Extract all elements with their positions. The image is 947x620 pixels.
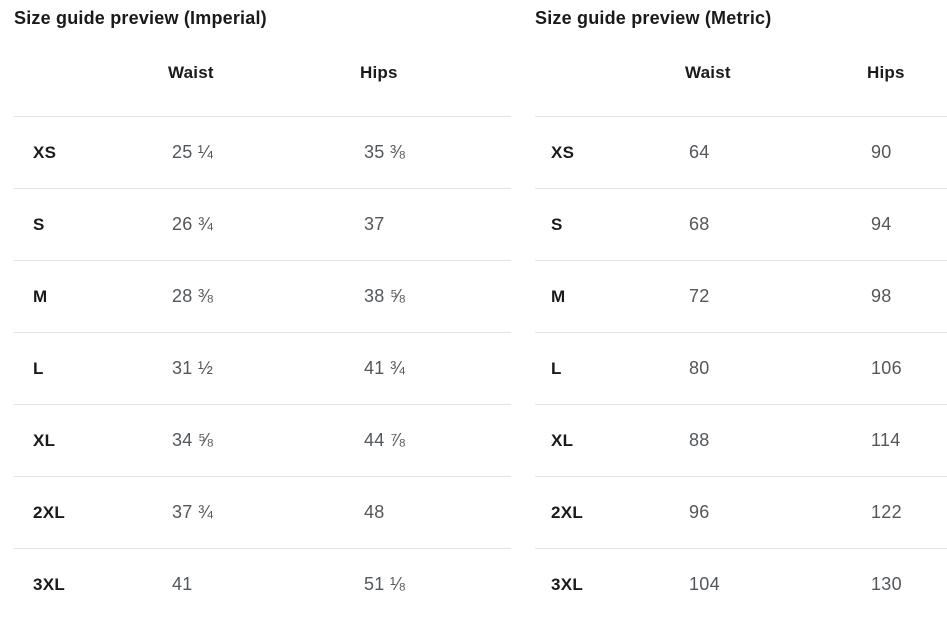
table-body: XS 64 90 S 68 94 M 72 98 L 80 106 XL 88 114 2XL 96 122 3XL…: [535, 116, 947, 620]
size-label: M: [33, 286, 48, 306]
size-guide-metric: Size guide preview (Metric) Waist Hips X…: [535, 0, 947, 620]
table-row: S 68 94: [535, 188, 947, 260]
table-row: 2XL 37 ¾ 48: [14, 476, 511, 548]
table-row: 3XL 104 130: [535, 548, 947, 620]
hips-value: 130: [871, 574, 902, 594]
hips-value: 90: [871, 142, 892, 162]
size-label: XL: [551, 430, 574, 450]
hips-value: 37: [364, 214, 385, 234]
hips-value: 41 ¾: [364, 358, 406, 378]
size-label: S: [33, 214, 45, 234]
waist-value: 37 ¾: [172, 502, 214, 522]
size-label: L: [33, 358, 44, 378]
table-row: XL 34 ⅝ 44 ⅞: [14, 404, 511, 476]
table-row: XS 64 90: [535, 116, 947, 188]
table-row: M 28 ⅜ 38 ⅝: [14, 260, 511, 332]
table-row: L 31 ½ 41 ¾: [14, 332, 511, 404]
table-row: XL 88 114: [535, 404, 947, 476]
size-label: XL: [33, 430, 56, 450]
waist-value: 72: [689, 286, 710, 306]
hips-value: 98: [871, 286, 892, 306]
column-header-waist: Waist: [168, 63, 214, 82]
waist-value: 64: [689, 142, 710, 162]
column-header-waist: Waist: [685, 63, 731, 82]
page-title: Size guide preview (Imperial): [14, 8, 267, 28]
hips-value: 44 ⅞: [364, 430, 406, 450]
hips-value: 106: [871, 358, 902, 378]
waist-value: 31 ½: [172, 358, 214, 378]
table-row: 2XL 96 122: [535, 476, 947, 548]
waist-value: 41: [172, 574, 193, 594]
table-header-row: Waist Hips: [14, 30, 511, 116]
table-row: S 26 ¾ 37: [14, 188, 511, 260]
table-body: XS 25 ¼ 35 ⅜ S 26 ¾ 37 M 28 ⅜ 38 ⅝ L 31 ½ 41 ¾ XL 34 …: [14, 116, 511, 620]
hips-value: 51 ⅛: [364, 574, 406, 594]
hips-value: 114: [871, 430, 901, 450]
page-title: Size guide preview (Metric): [535, 8, 772, 28]
waist-value: 96: [689, 502, 710, 522]
size-label: 3XL: [551, 574, 584, 594]
table-row: M 72 98: [535, 260, 947, 332]
waist-value: 25 ¼: [172, 142, 214, 162]
table-row: XS 25 ¼ 35 ⅜: [14, 116, 511, 188]
table-row: L 80 106: [535, 332, 947, 404]
column-header-hips: Hips: [360, 63, 398, 82]
waist-value: 88: [689, 430, 710, 450]
waist-value: 80: [689, 358, 710, 378]
size-label: M: [551, 286, 566, 306]
hips-value: 94: [871, 214, 892, 234]
table-header-row: Waist Hips: [535, 30, 947, 116]
waist-value: 26 ¾: [172, 214, 214, 234]
size-label: XS: [33, 142, 57, 162]
table-row: 3XL 41 51 ⅛: [14, 548, 511, 620]
hips-value: 38 ⅝: [364, 286, 406, 306]
size-label: L: [551, 358, 562, 378]
size-label: 2XL: [33, 502, 66, 522]
hips-value: 35 ⅜: [364, 142, 406, 162]
size-label: XS: [551, 142, 575, 162]
waist-value: 28 ⅜: [172, 286, 214, 306]
waist-value: 68: [689, 214, 710, 234]
size-guide-imperial: Size guide preview (Imperial) Waist Hips…: [14, 0, 511, 620]
size-label: 2XL: [551, 502, 584, 522]
column-header-hips: Hips: [867, 63, 905, 82]
hips-value: 122: [871, 502, 902, 522]
waist-value: 104: [689, 574, 720, 594]
hips-value: 48: [364, 502, 385, 522]
waist-value: 34 ⅝: [172, 430, 214, 450]
size-label: 3XL: [33, 574, 66, 594]
size-label: S: [551, 214, 563, 234]
